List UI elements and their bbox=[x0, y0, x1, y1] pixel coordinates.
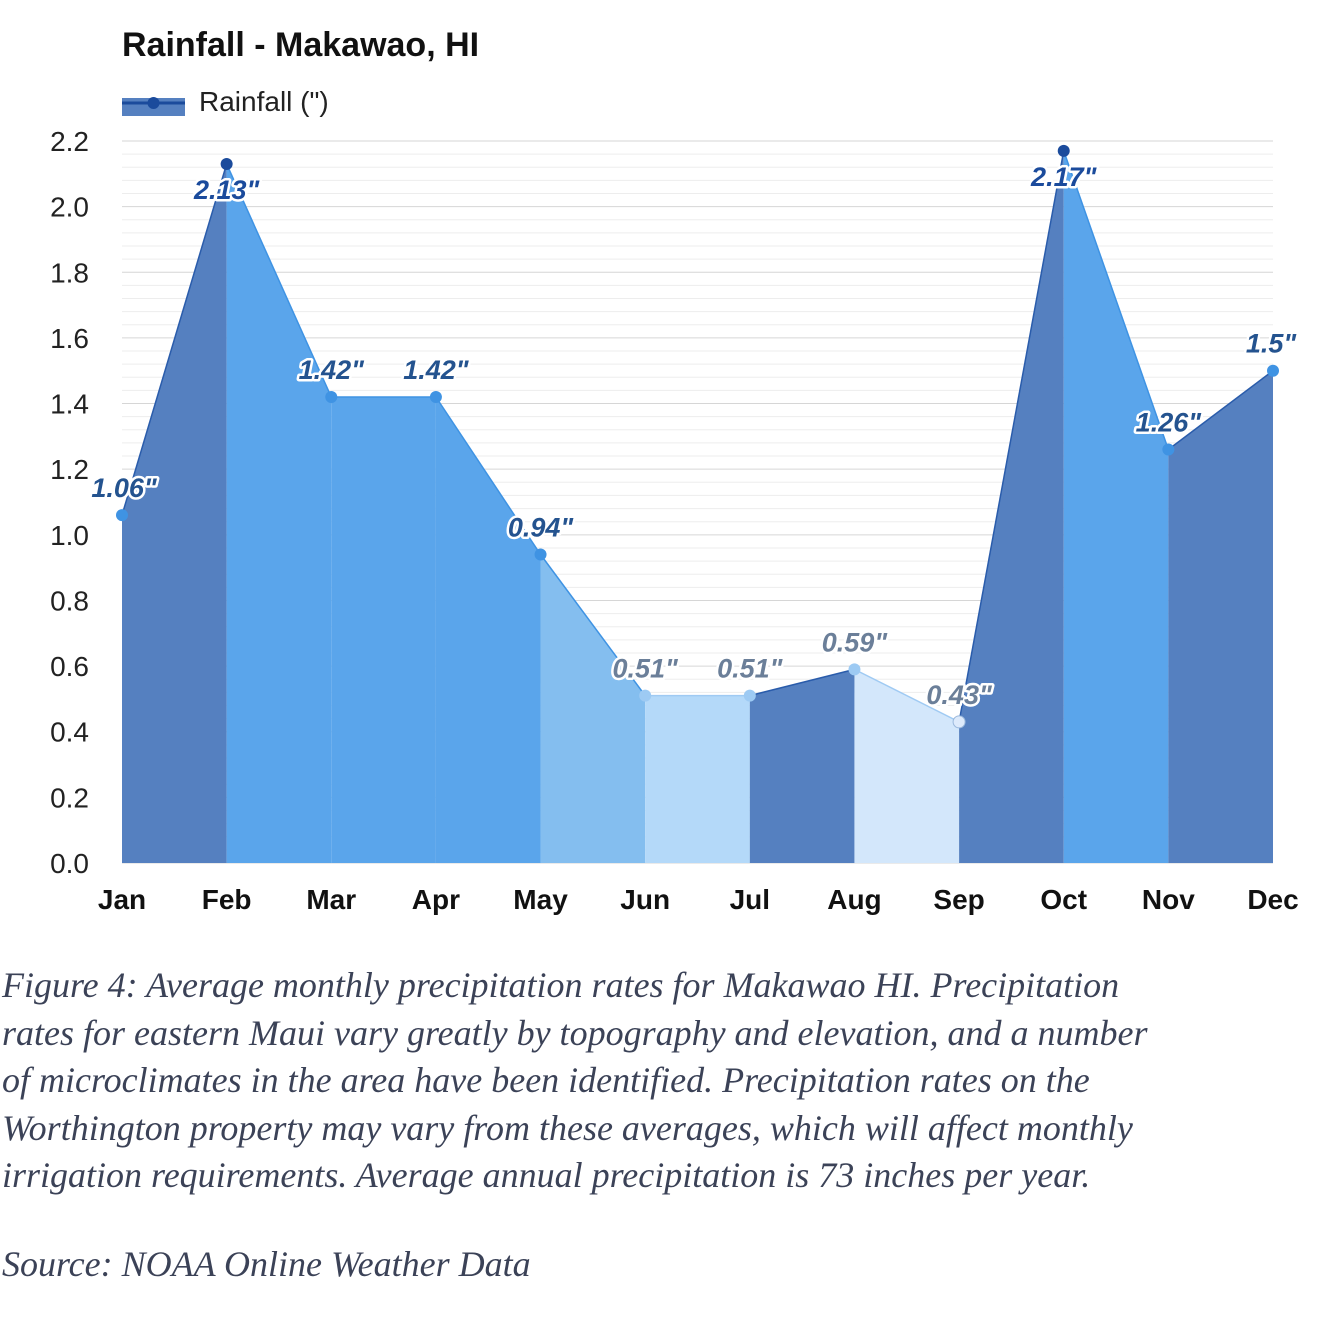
data-label: 1.26" bbox=[1136, 407, 1203, 437]
data-label: 0.43" bbox=[926, 680, 993, 710]
x-axis: Jan Feb Mar Apr May Jun Jul Aug Sep Oct Nov Dec bbox=[98, 884, 1299, 915]
legend-label: Rainfall (") bbox=[199, 86, 329, 117]
data-point bbox=[325, 390, 338, 403]
line-segment bbox=[225, 163, 332, 398]
area-segment bbox=[540, 554, 646, 863]
y-tick-label: 1.0 bbox=[50, 520, 89, 551]
y-tick-label: 0.8 bbox=[50, 585, 89, 616]
data-label: 1.42" bbox=[299, 355, 366, 385]
figure-caption: Figure 4: Average monthly precipitation … bbox=[2, 965, 1148, 1195]
data-label: 1.5" bbox=[1246, 329, 1298, 359]
y-tick-label: 1.2 bbox=[50, 454, 89, 485]
area-segment bbox=[854, 669, 960, 863]
data-label: 0.59" bbox=[822, 627, 889, 657]
data-point bbox=[116, 509, 128, 522]
x-tick-label: Dec bbox=[1247, 884, 1298, 915]
area-segment bbox=[226, 163, 332, 864]
legend-marker bbox=[147, 97, 160, 109]
y-tick-label: 0.0 bbox=[50, 848, 89, 879]
rainfall-chart: Rainfall - Makawao, HI Rainfall (") 0.00… bbox=[50, 26, 1300, 915]
data-label: 2.17" bbox=[1030, 162, 1098, 192]
data-point bbox=[743, 689, 756, 702]
area-segment bbox=[331, 396, 436, 863]
data-label: 2.13" bbox=[193, 175, 261, 205]
data-label: 0.51" bbox=[717, 654, 784, 684]
series-line bbox=[121, 150, 1274, 723]
x-tick-label: Feb bbox=[202, 884, 252, 915]
y-tick-label: 2.2 bbox=[50, 126, 89, 157]
data-label: 0.51" bbox=[613, 654, 680, 684]
x-tick-label: May bbox=[513, 884, 568, 915]
line-segment bbox=[121, 163, 228, 516]
data-point bbox=[1267, 364, 1279, 377]
line-segment bbox=[539, 554, 646, 697]
area-series bbox=[122, 150, 1273, 864]
data-labels: 1.06" 2.13" 1.42" 1.42" 0.94" 0.51" 0.51" 0.59"… bbox=[89, 159, 1300, 712]
y-tick-label: 0.2 bbox=[50, 782, 89, 813]
y-tick-label: 1.6 bbox=[50, 323, 89, 354]
x-tick-label: Mar bbox=[306, 884, 356, 915]
line-segment bbox=[854, 668, 960, 723]
area-segment bbox=[645, 695, 750, 863]
area-segment bbox=[959, 150, 1064, 863]
x-tick-label: Apr bbox=[412, 884, 460, 915]
line-segment bbox=[958, 150, 1065, 723]
line-segment bbox=[749, 668, 855, 697]
y-tick-label: 0.4 bbox=[50, 717, 89, 748]
x-tick-label: Sep bbox=[933, 884, 984, 915]
line-segment bbox=[435, 396, 542, 555]
data-label: 1.42" bbox=[403, 355, 470, 385]
legend: Rainfall (") bbox=[122, 86, 329, 117]
area-segment bbox=[749, 669, 855, 863]
data-points bbox=[116, 144, 1279, 729]
source-note: Source: NOAA Online Weather Data bbox=[2, 1244, 531, 1284]
area-segment bbox=[122, 163, 227, 864]
y-tick-label: 1.4 bbox=[50, 389, 89, 420]
x-tick-label: Jul bbox=[730, 884, 770, 915]
data-point bbox=[848, 663, 861, 676]
data-point bbox=[1162, 443, 1175, 456]
x-tick-label: Jan bbox=[98, 884, 146, 915]
data-label: 0.94" bbox=[508, 513, 575, 543]
data-point bbox=[534, 548, 547, 561]
y-tick-label: 1.8 bbox=[50, 257, 89, 288]
x-tick-label: Aug bbox=[827, 884, 881, 915]
data-point bbox=[429, 390, 442, 403]
y-axis: 0.0 0.2 0.4 0.6 0.8 1.0 1.2 1.4 1.6 1.8 2.0 2.2 bbox=[50, 126, 89, 879]
x-tick-label: Jun bbox=[620, 884, 670, 915]
data-label: 1.06" bbox=[91, 473, 158, 503]
chart-title: Rainfall - Makawao, HI bbox=[122, 26, 479, 64]
area-segment bbox=[1168, 370, 1273, 863]
area-segment bbox=[1063, 150, 1169, 863]
data-point bbox=[639, 689, 652, 702]
area-segment bbox=[435, 396, 541, 863]
line-segment bbox=[1063, 150, 1170, 450]
data-point bbox=[1057, 144, 1070, 157]
data-point bbox=[220, 157, 233, 170]
x-tick-label: Oct bbox=[1040, 884, 1087, 915]
y-tick-label: 2.0 bbox=[50, 192, 89, 223]
data-point bbox=[952, 715, 966, 729]
y-tick-label: 0.6 bbox=[50, 651, 89, 682]
x-tick-label: Nov bbox=[1142, 884, 1195, 915]
line-segment bbox=[1167, 370, 1274, 451]
